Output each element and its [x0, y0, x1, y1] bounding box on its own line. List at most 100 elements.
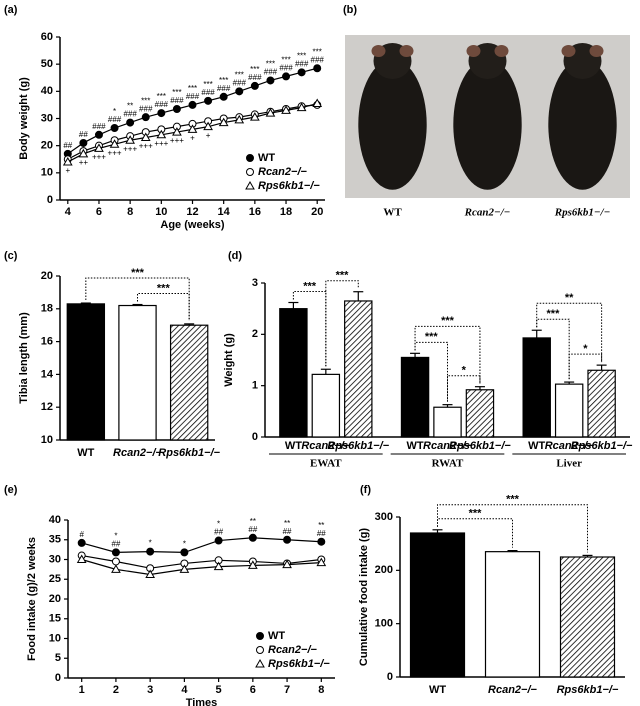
marker — [218, 117, 229, 127]
significance-label: ### — [295, 59, 309, 68]
significance-label: ### — [264, 68, 278, 77]
significance-label: +++ — [108, 148, 122, 157]
marker — [79, 138, 88, 147]
significance-label: ## — [111, 539, 120, 548]
x-tick-label: Rcan2−/− — [301, 440, 350, 452]
x-tick-label: 4 — [65, 206, 72, 218]
mouse-body — [358, 59, 427, 190]
y-tick-label: 10 — [49, 632, 61, 644]
marker — [188, 100, 197, 109]
marker — [266, 76, 275, 85]
significance-label: ### — [233, 78, 247, 87]
x-tick-label: 1 — [79, 684, 85, 696]
marker — [109, 139, 120, 148]
significance-bracket — [568, 353, 603, 380]
marker — [179, 564, 190, 573]
y-tick-label: 14 — [41, 368, 54, 380]
photo-label: Rps6kb1−/− — [554, 207, 611, 219]
y-tick-label: 40 — [49, 514, 61, 526]
bar — [169, 324, 209, 441]
marker — [256, 632, 264, 640]
x-axis-label: Times — [186, 697, 218, 706]
group-label: RWAT — [432, 458, 464, 470]
mouse-body — [548, 59, 617, 190]
legend-label: WT — [268, 630, 285, 642]
marker — [78, 148, 89, 158]
x-tick-label: 7 — [284, 684, 290, 696]
significance-label: + — [190, 133, 195, 142]
marker — [172, 127, 182, 136]
significance-bracket — [414, 341, 448, 402]
significance-label: ## — [214, 528, 223, 537]
x-tick-label: 4 — [181, 684, 188, 696]
significance-label: *** — [469, 508, 483, 520]
ear — [466, 45, 481, 57]
marker — [256, 646, 264, 654]
legend-label: WT — [258, 152, 275, 164]
x-tick-label: 14 — [218, 206, 231, 218]
significance-bracket — [292, 291, 327, 367]
significance-label: ### — [170, 96, 184, 105]
significance-bracket — [536, 318, 570, 380]
y-axis-label: Cumulative food intake (g) — [358, 528, 370, 666]
marker — [126, 118, 135, 127]
marker — [248, 533, 257, 542]
marker — [313, 64, 322, 73]
ear — [589, 45, 604, 57]
significance-label: *** — [297, 51, 306, 60]
x-tick-label: 2 — [113, 684, 119, 696]
bar — [409, 532, 466, 678]
significance-label: ** — [127, 102, 133, 111]
x-tick-label: Rps6kb1−/− — [571, 440, 633, 452]
significance-label: *** — [281, 56, 290, 65]
significance-label: *** — [188, 84, 197, 93]
x-tick-label: Rps6kb1−/− — [449, 440, 511, 452]
x-tick-label: 6 — [96, 206, 102, 218]
y-tick-label: 0 — [55, 672, 61, 684]
significance-label: * — [462, 365, 467, 377]
significance-label: +++ — [139, 142, 153, 151]
significance-bracket — [437, 504, 588, 553]
significance-label: ## — [248, 525, 257, 534]
significance-label: *** — [141, 96, 150, 105]
y-tick-label: 15 — [49, 613, 61, 625]
y-tick-label: 0 — [252, 431, 258, 443]
legend-label: Rcan2−/− — [258, 166, 307, 178]
y-tick-label: 60 — [41, 31, 53, 43]
marker — [282, 559, 292, 569]
marker — [156, 129, 167, 139]
marker — [111, 557, 120, 566]
significance-label: * — [149, 539, 152, 548]
x-tick-label: Rcan2−/− — [113, 447, 162, 459]
significance-label: ### — [139, 104, 153, 113]
x-tick-label: Rps6kb1−/− — [327, 440, 389, 452]
bar — [400, 356, 430, 438]
significance-label: * — [583, 343, 588, 355]
x-tick-label: 10 — [155, 206, 167, 218]
marker — [219, 92, 228, 101]
y-tick-label: 20 — [49, 593, 61, 605]
bar — [433, 406, 462, 438]
marker — [214, 536, 223, 545]
y-tick-label: 20 — [41, 140, 53, 152]
marker — [110, 124, 119, 133]
legend-label: Rps6kb1−/− — [258, 180, 320, 192]
significance-label: *** — [219, 76, 228, 85]
marker — [317, 537, 326, 546]
y-axis-label: Tibia length (mm) — [18, 312, 30, 404]
x-tick-label: 3 — [147, 684, 153, 696]
marker — [141, 113, 150, 122]
significance-label: *** — [425, 331, 439, 343]
series-line — [81, 558, 322, 576]
x-tick-label: 20 — [311, 206, 323, 218]
marker — [76, 554, 87, 563]
bar — [311, 373, 341, 438]
significance-label: +++ — [170, 136, 184, 145]
marker — [296, 102, 307, 112]
marker — [265, 108, 276, 117]
y-tick-label: 35 — [49, 534, 61, 546]
significance-label: ## — [79, 130, 88, 139]
significance-bracket — [325, 280, 359, 367]
significance-label: *** — [506, 494, 520, 506]
marker — [77, 538, 86, 547]
